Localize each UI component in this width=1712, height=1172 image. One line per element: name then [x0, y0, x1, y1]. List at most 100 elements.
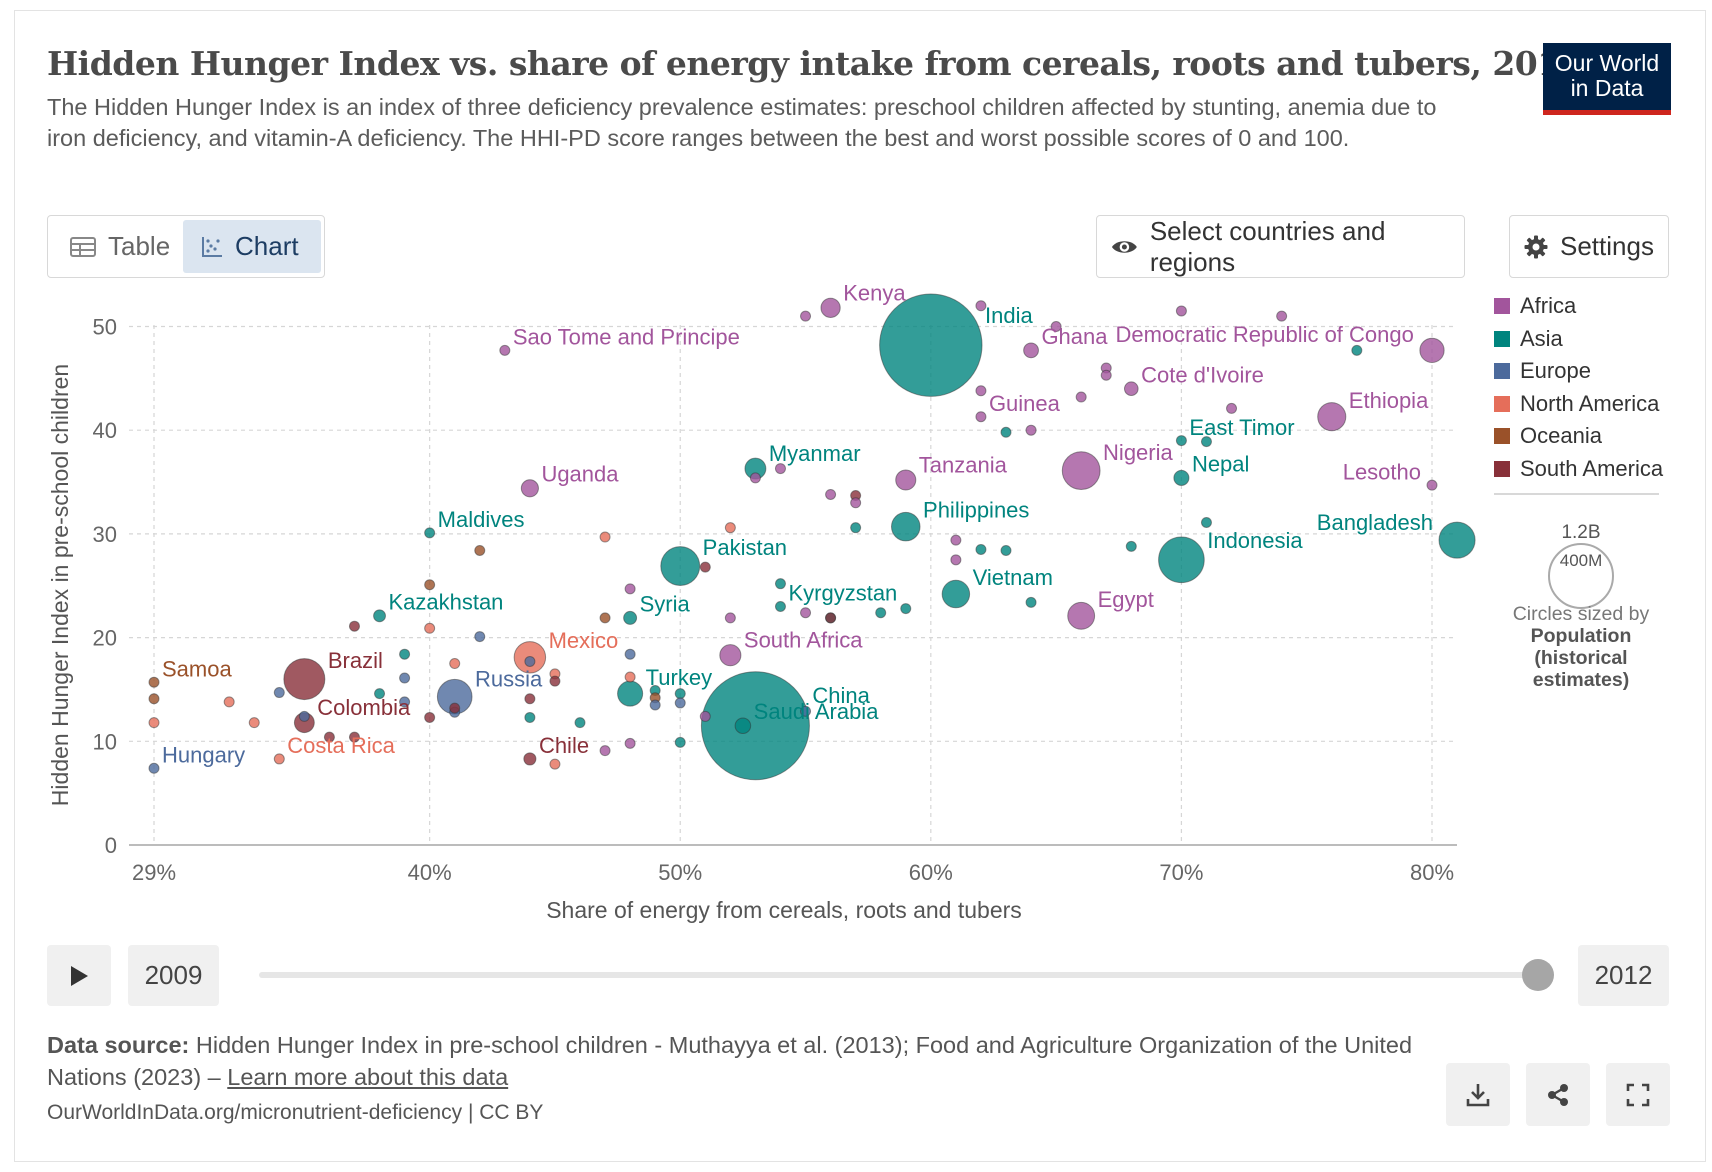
- data-point[interactable]: [424, 527, 436, 539]
- data-point[interactable]: [800, 705, 812, 717]
- data-point[interactable]: [719, 644, 742, 667]
- data-point[interactable]: [900, 603, 912, 615]
- data-point[interactable]: [148, 717, 160, 729]
- data-point[interactable]: [624, 671, 636, 683]
- data-point[interactable]: [624, 737, 636, 749]
- data-point[interactable]: [820, 297, 841, 318]
- data-point[interactable]: [1025, 424, 1037, 436]
- data-point[interactable]: [1075, 391, 1087, 403]
- data-point[interactable]: [734, 717, 752, 735]
- data-point[interactable]: [499, 344, 511, 356]
- data-point[interactable]: [660, 546, 701, 586]
- data-point[interactable]: [941, 579, 971, 609]
- data-point[interactable]: [699, 710, 711, 722]
- data-point[interactable]: [1025, 596, 1037, 608]
- data-point[interactable]: [1061, 451, 1101, 491]
- data-point[interactable]: [373, 609, 386, 623]
- data-point[interactable]: [474, 544, 486, 556]
- data-point[interactable]: [825, 488, 837, 500]
- data-point[interactable]: [449, 702, 461, 714]
- play-button[interactable]: [47, 945, 111, 1006]
- data-point[interactable]: [975, 543, 987, 555]
- data-point[interactable]: [449, 658, 461, 670]
- data-point[interactable]: [524, 711, 536, 723]
- data-point[interactable]: [774, 600, 786, 612]
- tab-table[interactable]: Table: [52, 220, 187, 273]
- data-point[interactable]: [975, 300, 987, 312]
- data-point[interactable]: [348, 620, 360, 632]
- data-point[interactable]: [875, 607, 887, 619]
- data-point[interactable]: [523, 752, 537, 766]
- data-point[interactable]: [520, 479, 539, 498]
- data-point[interactable]: [474, 631, 486, 643]
- data-point[interactable]: [975, 411, 987, 423]
- data-point[interactable]: [248, 717, 260, 729]
- data-point[interactable]: [273, 753, 285, 765]
- data-point[interactable]: [623, 610, 638, 625]
- share-button[interactable]: [1526, 1063, 1590, 1126]
- data-point[interactable]: [549, 675, 561, 687]
- owid-logo[interactable]: Our World in Data: [1543, 43, 1671, 115]
- legend-item[interactable]: Africa: [1494, 290, 1663, 323]
- data-point[interactable]: [1351, 344, 1363, 356]
- data-point[interactable]: [1124, 381, 1139, 397]
- timeline-track[interactable]: [259, 972, 1537, 978]
- data-point[interactable]: [950, 534, 962, 546]
- data-point[interactable]: [424, 579, 436, 591]
- data-point[interactable]: [825, 612, 837, 624]
- data-point[interactable]: [624, 648, 636, 660]
- data-point[interactable]: [549, 758, 561, 770]
- data-point[interactable]: [1125, 540, 1137, 552]
- data-point[interactable]: [1200, 436, 1212, 448]
- data-point[interactable]: [399, 672, 411, 684]
- timeline-end-year[interactable]: 2012: [1578, 945, 1669, 1006]
- data-point[interactable]: [1158, 536, 1205, 584]
- data-point[interactable]: [649, 699, 661, 711]
- data-point[interactable]: [800, 607, 812, 619]
- data-point[interactable]: [223, 696, 235, 708]
- learn-more-link[interactable]: Learn more about this data: [227, 1064, 509, 1090]
- data-point[interactable]: [1426, 479, 1438, 491]
- data-point[interactable]: [1276, 310, 1288, 322]
- data-point[interactable]: [890, 511, 921, 542]
- data-point[interactable]: [1226, 402, 1238, 414]
- legend-item[interactable]: North America: [1494, 388, 1663, 421]
- data-point[interactable]: [273, 687, 285, 699]
- data-point[interactable]: [399, 696, 411, 708]
- legend-item[interactable]: Asia: [1494, 323, 1663, 356]
- data-point[interactable]: [800, 310, 812, 322]
- data-point[interactable]: [374, 688, 386, 700]
- data-point[interactable]: [323, 731, 335, 743]
- legend-item[interactable]: Oceania: [1494, 420, 1663, 453]
- download-button[interactable]: [1446, 1063, 1510, 1126]
- data-point[interactable]: [1175, 435, 1187, 447]
- data-point[interactable]: [700, 671, 810, 781]
- data-point[interactable]: [950, 554, 962, 566]
- data-point[interactable]: [1023, 342, 1039, 359]
- data-point[interactable]: [298, 710, 310, 722]
- data-point[interactable]: [424, 711, 436, 723]
- data-point[interactable]: [148, 762, 160, 774]
- data-point[interactable]: [774, 463, 786, 475]
- data-point[interactable]: [1419, 337, 1445, 363]
- data-point[interactable]: [774, 578, 786, 590]
- data-point[interactable]: [879, 293, 983, 397]
- timeline-start-year[interactable]: 2009: [128, 945, 219, 1006]
- legend-item[interactable]: Europe: [1494, 355, 1663, 388]
- data-point[interactable]: [424, 622, 436, 634]
- data-point[interactable]: [975, 385, 987, 397]
- data-point[interactable]: [1000, 426, 1012, 438]
- data-point[interactable]: [148, 693, 160, 705]
- data-point[interactable]: [1200, 516, 1212, 528]
- data-point[interactable]: [850, 522, 862, 534]
- data-point[interactable]: [524, 655, 536, 667]
- data-point[interactable]: [399, 648, 411, 660]
- select-countries-button[interactable]: Select countries and regions: [1096, 215, 1465, 278]
- data-point[interactable]: [850, 497, 862, 509]
- data-point[interactable]: [1050, 321, 1062, 332]
- data-point[interactable]: [674, 697, 686, 709]
- data-point[interactable]: [724, 522, 736, 534]
- data-point[interactable]: [599, 612, 611, 624]
- data-points[interactable]: [148, 293, 1476, 781]
